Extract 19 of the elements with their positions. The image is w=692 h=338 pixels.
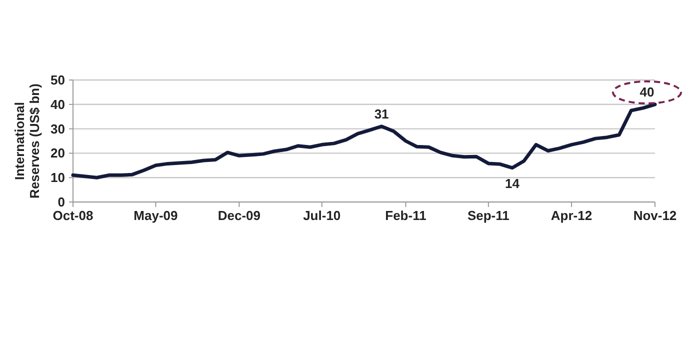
y-axis-title: International Reserves (US$ bn) <box>12 84 42 198</box>
x-tick-label: Sep-11 <box>467 208 510 223</box>
y-tick-label: 30 <box>50 121 65 136</box>
y-tick-label: 20 <box>50 146 65 161</box>
y-tick-label: 0 <box>58 194 65 210</box>
data-label: 31 <box>374 106 389 122</box>
x-tick-label: May-09 <box>134 208 178 223</box>
y-tick-label: 40 <box>50 96 65 112</box>
y-tick-label: 50 <box>50 72 65 88</box>
x-tick-label: Jul-10 <box>303 208 341 223</box>
x-tick-label: Oct-08 <box>52 208 94 223</box>
line-series <box>71 102 657 180</box>
x-tick-label: Dec-09 <box>218 208 260 223</box>
y-tick-label: 10 <box>50 170 65 186</box>
x-tick-label: Feb-11 <box>385 208 426 223</box>
x-tick-label: Apr-12 <box>550 208 592 223</box>
data-label: 14 <box>504 176 520 191</box>
data-label: 40 <box>640 84 654 100</box>
x-tick-label: Nov-12 <box>633 208 677 223</box>
